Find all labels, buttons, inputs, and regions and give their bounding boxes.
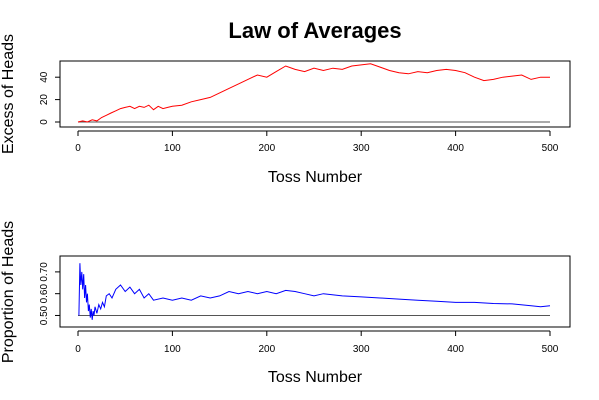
prop-x-tick-label: 0 — [75, 344, 81, 355]
excess-y-tick-label: 0 — [39, 119, 50, 125]
prop-x-tick-label: 400 — [447, 344, 464, 355]
prop-x-tick-label: 100 — [164, 344, 181, 355]
prop-series-line-0 — [78, 263, 551, 320]
excess-y-tick-label: 40 — [39, 71, 50, 83]
proportion-series-group — [78, 263, 551, 320]
excess-series-line-0 — [77, 63, 550, 123]
prop-x-tick-label: 500 — [542, 344, 559, 355]
excess-x-axis: 0 100 200 300 400 500 — [75, 130, 559, 154]
prop-y-tick-label: 0.60 — [39, 284, 50, 304]
excess-x-tick-label: 100 — [164, 143, 181, 154]
excess-x-tick-label: 400 — [447, 143, 464, 154]
excess-y-axis-label: Excess of Heads — [0, 34, 17, 154]
excess-x-tick-label: 0 — [75, 143, 81, 154]
excess-heads-panel: 0 100 200 300 400 500 0 20 40 Toss Number Exces… — [0, 34, 571, 186]
excess-x-tick-label: 200 — [258, 143, 275, 154]
prop-y-tick-label: 0.70 — [39, 262, 50, 282]
prop-x-tick-label: 300 — [353, 344, 370, 355]
excess-y-tick-label: 20 — [39, 94, 50, 106]
proportion-x-axis: 0 100 200 300 400 500 — [75, 330, 559, 355]
excess-y-axis: 0 20 40 — [39, 71, 61, 125]
proportion-y-axis: 0.500.60 0.70 — [39, 262, 61, 325]
excess-series-group — [77, 63, 550, 123]
proportion-y-axis-label: Proportion of Heads — [0, 221, 17, 363]
excess-x-tick-label: 300 — [353, 143, 370, 154]
excess-plot-frame — [59, 60, 571, 128]
prop-y-tick-label: 0.50 — [39, 305, 50, 325]
excess-x-axis-label: Toss Number — [268, 169, 363, 186]
proportion-heads-panel: 0 100 200 300 400 500 0.500.60 0.70 Toss Numbe… — [0, 221, 571, 386]
excess-x-tick-label: 500 — [542, 143, 559, 154]
chart-title: Law of Averages — [228, 18, 401, 43]
proportion-x-axis-label: Toss Number — [268, 369, 363, 386]
prop-x-tick-label: 200 — [258, 344, 275, 355]
